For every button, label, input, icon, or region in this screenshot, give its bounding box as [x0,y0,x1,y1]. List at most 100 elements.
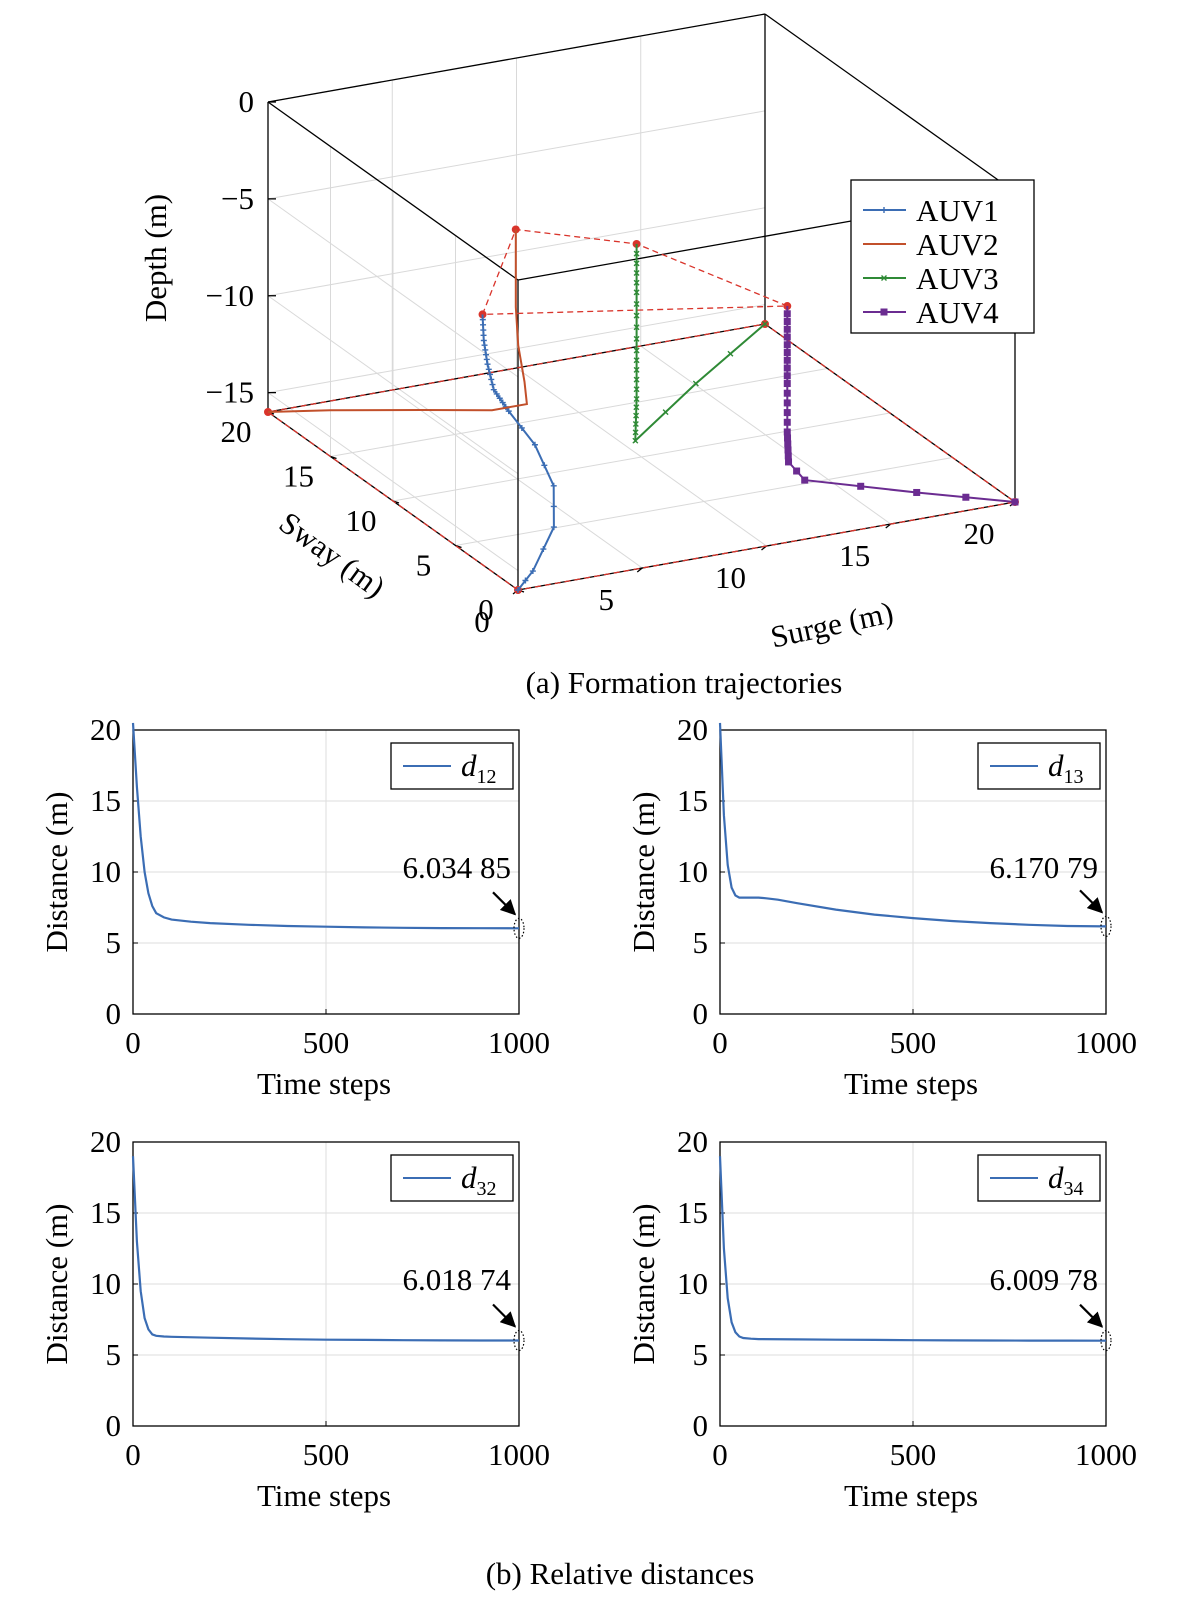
marker-x [633,312,640,319]
marker-square [783,380,791,388]
x-tick [636,567,643,573]
x-axis-label: Time steps [257,1066,391,1101]
marker-square [783,356,791,364]
distance-series-line [131,722,520,930]
marker-square [784,452,792,460]
distance-plot-d12: 0 500 1000 0 5 10 15 20 Time steps Distance (m) 6.… [39,712,550,1101]
marker-plus [479,316,486,323]
marker-square [880,308,888,316]
x-tick-label: 5 [599,582,615,617]
z-tick-label: −5 [221,181,254,216]
final-value-marker [513,1329,525,1352]
annotation-arrow [492,891,517,916]
marker-square [913,488,921,496]
y-tick-label: 15 [90,1195,121,1230]
y-tick-label: 5 [693,1337,709,1372]
x-tick-label: 0 [125,1025,141,1060]
marker-plus [529,568,536,575]
marker-plus [481,342,488,349]
marker-square [785,458,793,466]
marker-x [762,321,768,327]
marker-plus [499,399,506,406]
marker-plus [540,546,547,553]
y-tick-label: 15 [283,459,314,494]
y-tick-label: 20 [677,712,708,747]
axis-box-edge [267,101,519,281]
y-tick-label: 10 [90,1266,121,1301]
axis-box-edge [267,13,766,103]
marker-x [633,412,640,419]
y-tick [330,455,337,460]
final-value-annotation: 6.034 85 [403,850,512,885]
trajectory-auv3 [634,243,766,444]
marker-square [783,333,791,341]
annotation-arrow [1079,1303,1104,1328]
y-tick-label: 20 [90,1124,121,1159]
annotation-arrow [1079,889,1104,914]
marker-plus [515,587,521,593]
grid-line [267,295,519,475]
marker-plus [480,332,487,339]
marker-square [783,418,791,426]
marker-square [783,341,791,349]
y-axis-label: Distance (m) [39,1204,74,1365]
marker-x [633,395,640,402]
marker-square [784,434,792,442]
marker-x [633,301,640,308]
marker-x [633,324,640,331]
marker-square [783,318,791,326]
grid-line [267,198,519,378]
z-axis-label: Depth (m) [138,194,173,322]
marker-plus [487,371,494,378]
y-tick-label: 15 [677,1195,708,1230]
y-tick-label: 0 [106,996,122,1031]
marker-x [633,250,640,257]
y-tick-label: 5 [106,1337,122,1372]
legend-box [850,179,1035,334]
y-axis-label: Distance (m) [626,1204,661,1365]
distance-series-line [718,722,1107,928]
legend-label-auv4: AUV4 [916,295,999,330]
legend-label: d34 [1048,1160,1084,1200]
marker-square [783,428,791,436]
marker-x [633,357,640,364]
distance-series-line [718,1156,1107,1342]
marker-plus [488,376,495,383]
x-tick-label: 0 [712,1025,728,1060]
marker-square [783,399,791,407]
y-tick-label: 20 [677,1124,708,1159]
marker-plus [531,441,538,448]
legend-label-subscript: 32 [477,1178,497,1200]
legend-label: d13 [1048,748,1084,788]
marker-x [632,429,639,436]
marker-square [783,349,791,357]
marker-x [632,437,639,444]
distance-plot-d32: 0 500 1000 0 5 10 15 20 Time steps Distance (m) 6.… [39,1124,550,1513]
x-tick-label: 20 [964,516,995,551]
final-value-annotation: 6.009 78 [990,1262,1099,1297]
x-tick-label: 1000 [488,1437,550,1472]
legend-box [390,1154,514,1202]
legend-label-base: d [461,748,477,783]
marker-x [633,260,640,267]
marker-x [633,404,640,411]
y-tick-label: 0 [478,592,494,627]
marker-square [857,482,865,490]
marker-x [881,275,887,281]
final-value-annotation: 6.170 79 [990,850,1099,885]
y-tick-label: 5 [106,925,122,960]
marker-square [1011,498,1019,506]
grid-line [267,110,766,200]
marker-plus [490,386,497,393]
legend-box [977,1154,1101,1202]
marker-square [962,493,970,501]
legend-label-base: d [461,1160,477,1195]
legend-label: d32 [461,1160,497,1200]
z-tick-label: −10 [206,278,254,313]
marker-plus [550,482,557,489]
marker-plus [489,381,496,388]
legend-label: d12 [461,748,497,788]
x-tick-label: 500 [890,1437,937,1472]
